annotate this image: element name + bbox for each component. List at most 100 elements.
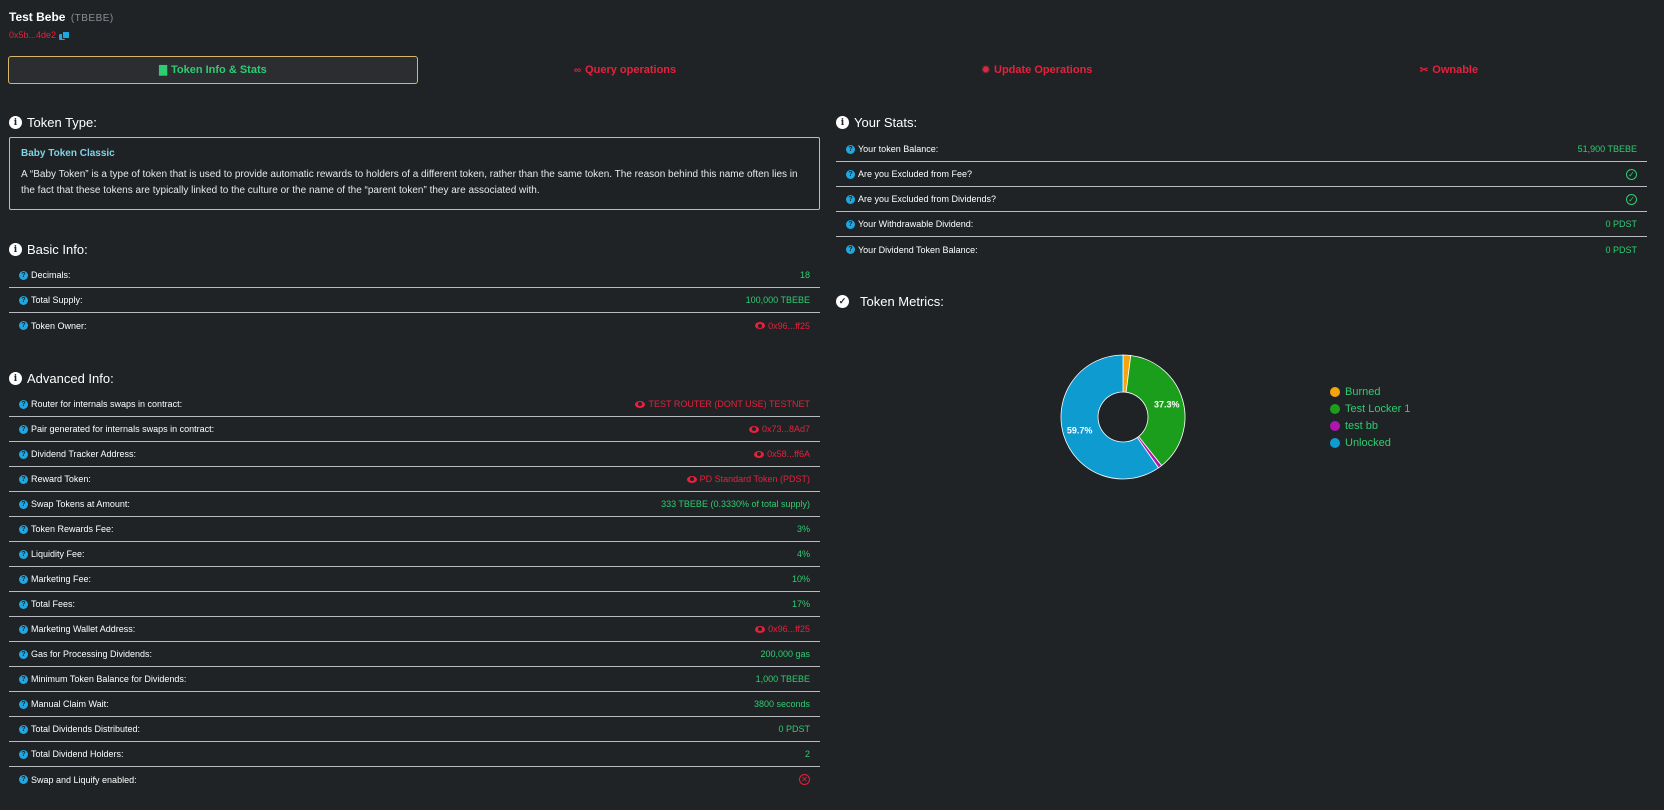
row-label: ? Total Dividends Distributed: [19, 724, 140, 734]
row-label: ? Swap Tokens at Amount: [19, 499, 130, 509]
help-icon[interactable]: ? [846, 219, 855, 229]
row-value: 100,000 TBEBE [745, 295, 810, 305]
help-icon[interactable]: ? [19, 270, 28, 280]
row-value[interactable]: 0x73...8Ad7 [761, 424, 810, 434]
help-icon[interactable]: ? [19, 524, 28, 534]
row-value: 0 PDST [778, 724, 810, 734]
row-label: ? Your token Balance: [846, 144, 938, 154]
pie-data-label: 59.7% [1067, 426, 1093, 436]
reward-token-link[interactable]: PD Standard Token (PDST) [686, 474, 810, 484]
tab-ownable[interactable]: ✂ Ownable [1244, 56, 1654, 84]
row-value[interactable]: 0x58...ff6A [767, 449, 810, 459]
help-icon[interactable]: ? [19, 624, 28, 634]
row-value[interactable]: TEST ROUTER (DONT USE) TESTNET [648, 399, 810, 409]
help-icon[interactable]: ? [19, 549, 28, 559]
help-icon[interactable]: ? [19, 749, 28, 759]
row-value: 0 PDST [1605, 244, 1637, 255]
router-link[interactable]: TEST ROUTER (DONT USE) TESTNET [635, 399, 810, 409]
table-row: ? Token Rewards Fee: 3% [9, 517, 820, 542]
tab-label: Query operations [585, 64, 677, 76]
table-row: ? Marketing Wallet Address: 0x96...ff25 [9, 617, 820, 642]
legend-swatch [1330, 386, 1340, 397]
row-value: 2 [804, 749, 810, 759]
row-label-text: Router for internals swaps in contract: [31, 399, 183, 409]
help-icon[interactable]: ? [19, 295, 28, 305]
help-icon[interactable]: ? [19, 399, 28, 409]
help-icon[interactable]: ? [19, 724, 28, 734]
help-icon[interactable]: ? [19, 424, 28, 434]
row-value: 0 PDST [1605, 219, 1637, 229]
marketing-wallet-link[interactable]: 0x96...ff25 [755, 624, 810, 634]
row-label: ? Router for internals swaps in contract: [19, 399, 182, 409]
pie-slice-unlocked[interactable] [1060, 354, 1160, 480]
help-icon[interactable]: ? [19, 474, 28, 484]
help-icon[interactable]: ? [19, 699, 28, 709]
dividend-tracker-link[interactable]: 0x58...ff6A [754, 449, 810, 459]
help-icon[interactable]: ? [19, 499, 28, 509]
row-label: ? Gas for Processing Dividends: [19, 649, 152, 659]
row-value: 18 [799, 270, 810, 280]
help-icon[interactable]: ? [846, 169, 855, 179]
legend-item[interactable]: Test Locker 1 [1330, 400, 1410, 417]
token-address-text[interactable]: 0x5b...4de2 [9, 30, 57, 40]
chart-legend: Burned Test Locker 1 test bb Unlocked [1330, 383, 1410, 451]
help-icon[interactable]: ? [846, 245, 855, 254]
help-icon[interactable]: ? [19, 321, 28, 330]
eye-icon [686, 475, 697, 483]
info-icon: i [9, 372, 22, 385]
legend-item[interactable]: Burned [1330, 383, 1410, 400]
row-value[interactable]: 0x96...ff25 [768, 624, 810, 634]
token-metrics-chart: 37.3% 59.7% [1060, 354, 1186, 480]
table-row: ? Marketing Fee: 10% [9, 567, 820, 592]
x-circle-icon: ✕ [799, 774, 810, 785]
row-label-text: Total Supply: [31, 295, 83, 305]
row-label: ? Minimum Token Balance for Dividends: [19, 674, 186, 684]
table-row: ? Total Fees: 17% [9, 592, 820, 617]
tab-query-operations[interactable]: ∞ Query operations [420, 56, 830, 84]
row-label-text: Your token Balance: [858, 144, 939, 154]
table-row: ? Token Owner: 0x96...ff25 [9, 313, 820, 338]
tab-token-info[interactable]: ▇ Token Info & Stats [8, 56, 419, 84]
your-stats-heading: i Your Stats: [836, 115, 917, 130]
copy-icon[interactable] [59, 30, 71, 40]
section-heading-text: Your Stats: [854, 115, 918, 130]
row-label-text: Marketing Wallet Address: [31, 624, 136, 634]
help-icon[interactable]: ? [19, 599, 28, 609]
help-icon[interactable]: ? [846, 144, 855, 154]
help-icon[interactable]: ? [846, 194, 855, 204]
row-value[interactable]: 0x96...ff25 [768, 320, 810, 331]
row-value: 17% [791, 599, 810, 609]
row-label: ? Total Fees: [19, 599, 75, 609]
pie-slice-test-locker-1[interactable] [1125, 355, 1186, 467]
help-icon[interactable]: ? [19, 649, 28, 659]
gear-icon: ✹ [981, 64, 990, 76]
token-type-box: Baby Token Classic A “Baby Token” is a t… [9, 137, 820, 210]
token-owner-link[interactable]: 0x96...ff25 [755, 321, 810, 331]
help-icon[interactable]: ? [19, 449, 28, 459]
tab-update-operations[interactable]: ✹ Update Operations [832, 56, 1242, 84]
table-row: ? Your token Balance: 51,900 TBEBE [836, 137, 1647, 162]
row-label: ? Total Supply: [19, 295, 83, 305]
legend-swatch [1330, 403, 1340, 414]
section-heading-text: Token Type: [27, 115, 97, 130]
legend-item[interactable]: Unlocked [1330, 434, 1410, 451]
table-row: ? Total Dividends Distributed: 0 PDST [9, 717, 820, 742]
token-symbol: (TBEBE) [70, 13, 114, 24]
legend-swatch [1330, 437, 1340, 448]
pair-link[interactable]: 0x73...8Ad7 [748, 424, 810, 434]
help-icon[interactable]: ? [19, 574, 28, 584]
row-label-text: Your Withdrawable Dividend: [858, 219, 974, 229]
row-label-text: Marketing Fee: [31, 574, 92, 584]
row-value: 51,900 TBEBE [1577, 144, 1637, 154]
table-row: ? Gas for Processing Dividends: 200,000 ga… [9, 642, 820, 667]
table-row: ? Your Dividend Token Balance: 0 PDST [836, 237, 1647, 262]
help-icon[interactable]: ? [19, 674, 28, 684]
row-label-text: Dividend Tracker Address: [31, 449, 137, 459]
eye-icon [755, 625, 766, 633]
row-label: ? Manual Claim Wait: [19, 699, 109, 709]
row-label-text: Token Owner: [31, 320, 87, 331]
token-address[interactable]: 0x5b...4de2 [9, 30, 114, 40]
help-icon[interactable]: ? [19, 775, 28, 784]
legend-item[interactable]: test bb [1330, 417, 1410, 434]
row-value[interactable]: PD Standard Token (PDST) [699, 474, 810, 484]
